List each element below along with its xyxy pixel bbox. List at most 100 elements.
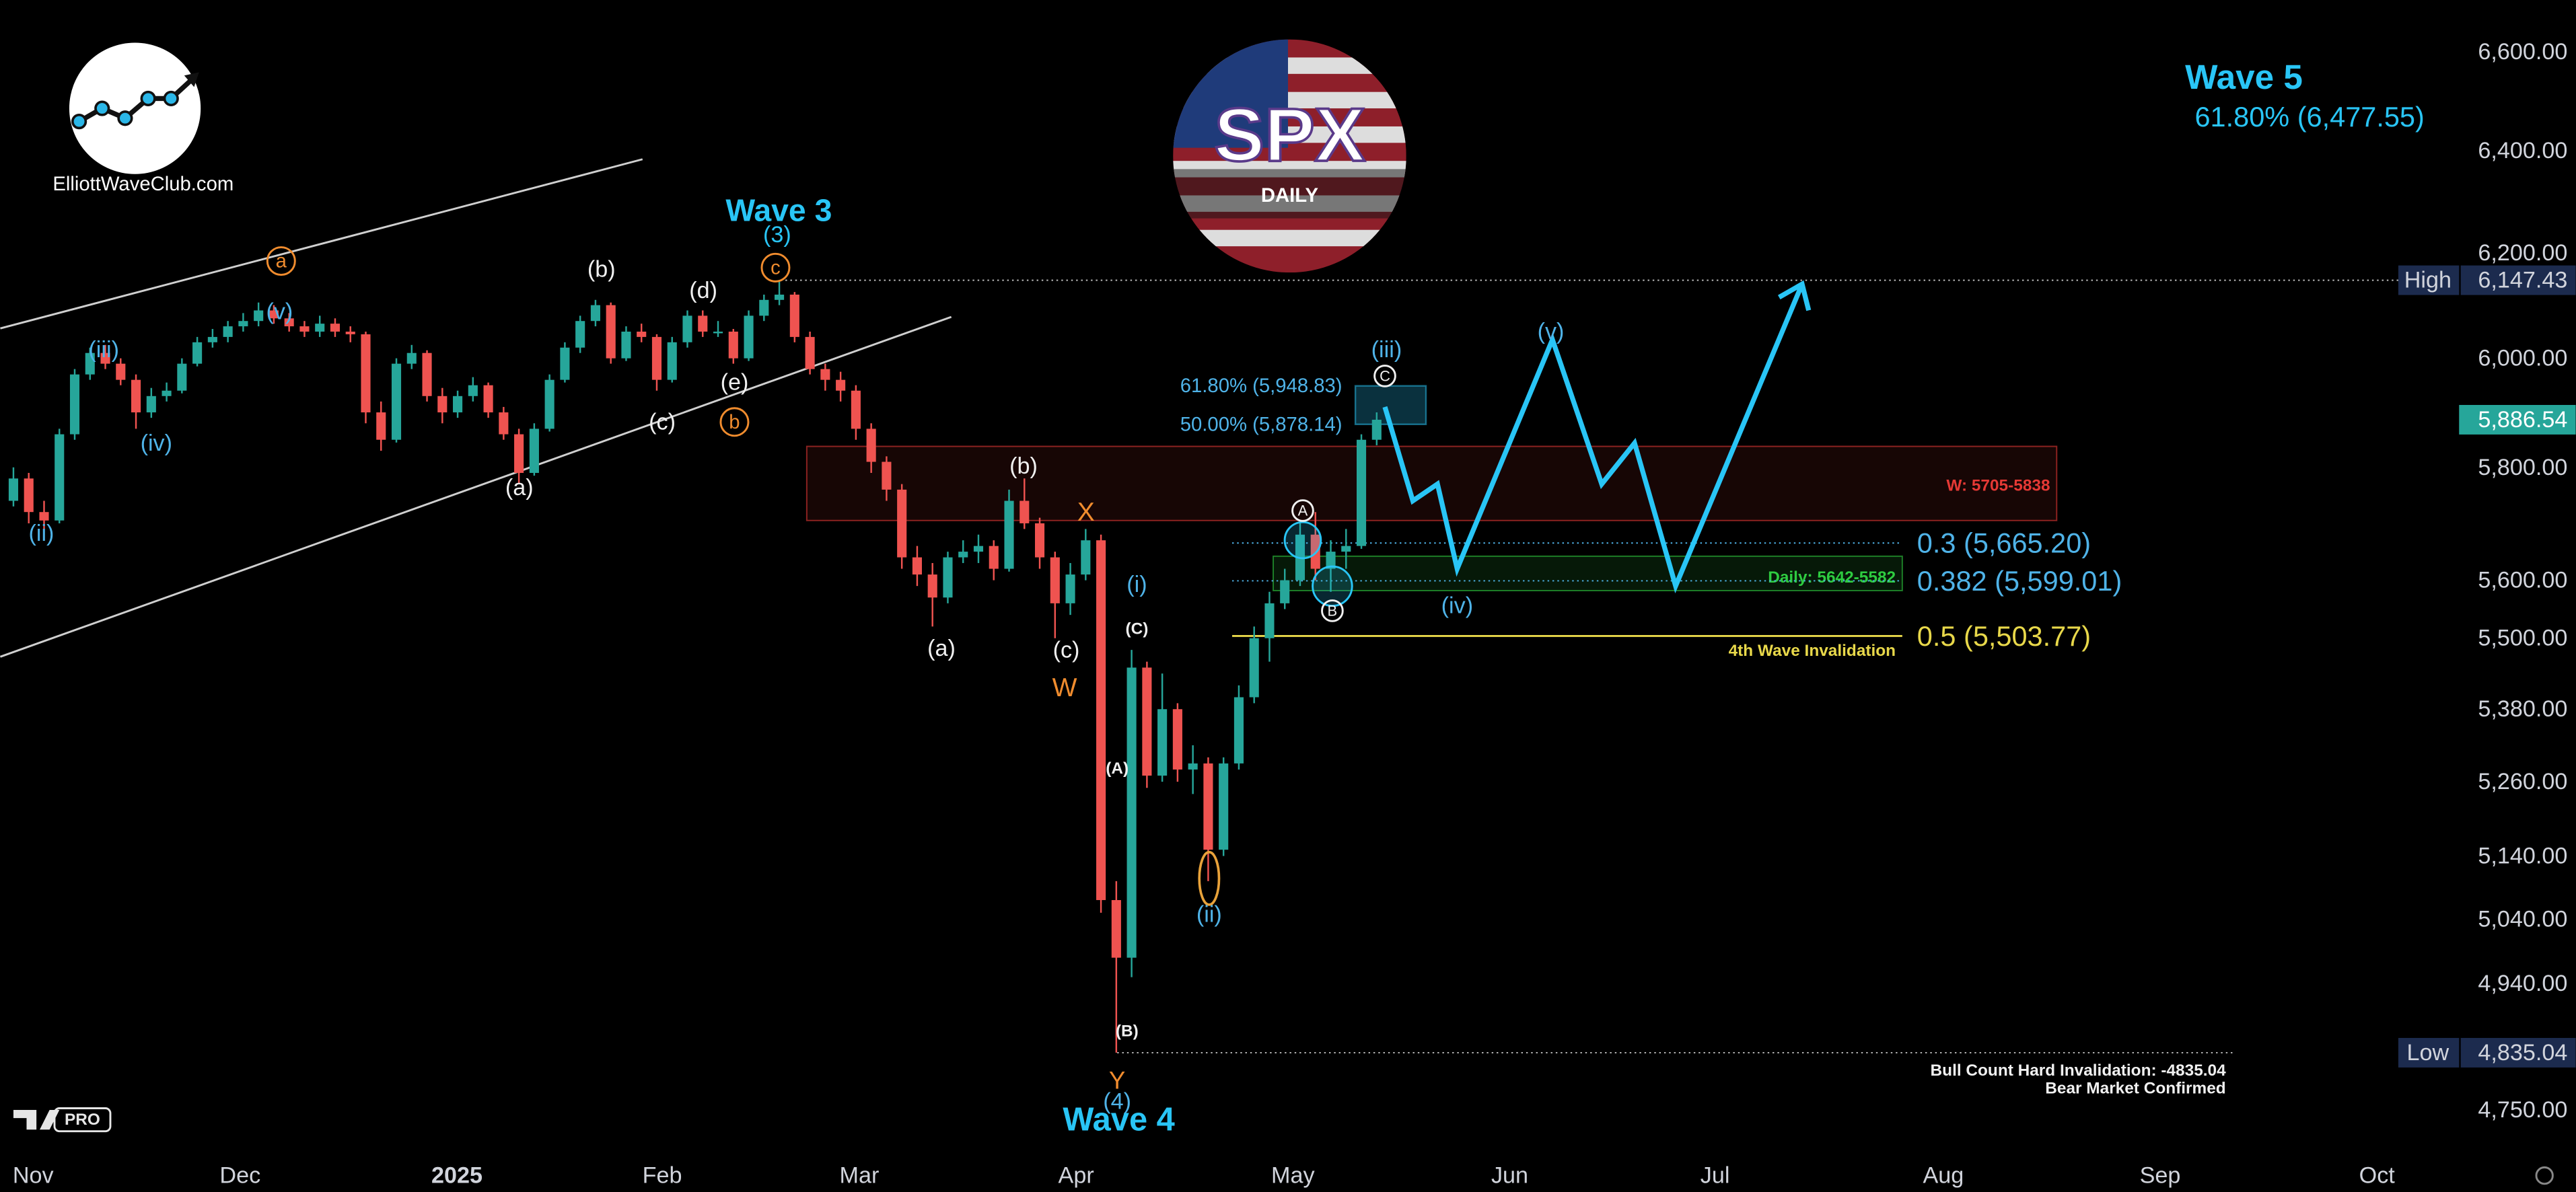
candle-body [376, 412, 386, 440]
wave-label: (iv) [1441, 593, 1473, 619]
candle-body [1203, 763, 1213, 850]
candle-body [1356, 439, 1367, 546]
wave-label: (c) [1053, 638, 1080, 663]
wave-label: 61.80% (6,477.55) [2194, 101, 2424, 133]
wave-label: Wave 5 [2185, 58, 2303, 96]
candle-body [1034, 523, 1045, 558]
y-tick-label: 6,400.00 [2478, 138, 2567, 163]
wave-label: (ii) [1196, 902, 1222, 928]
channel-line [0, 158, 643, 330]
candle-body [284, 318, 294, 327]
wave-label: (B) [1116, 1022, 1139, 1040]
candle-body [682, 315, 692, 342]
candle-body [453, 396, 463, 413]
candle-body [560, 347, 570, 380]
low-value-badge [2460, 1037, 2576, 1068]
candle-body [866, 429, 876, 462]
candle-body [759, 299, 769, 316]
highlight-circle [1283, 521, 1322, 560]
candle-body [927, 574, 937, 598]
candle-body [1081, 540, 1091, 575]
zone [1273, 555, 1903, 591]
wave-label: (4) [1103, 1089, 1131, 1115]
wave-label: (i) [1126, 572, 1147, 597]
wave-label: Bear Market Confirmed [2045, 1080, 2225, 1098]
candle-body [1157, 709, 1168, 776]
candle-body [24, 478, 34, 513]
wave-label: (A) [1106, 759, 1129, 778]
low-badge [2398, 1037, 2460, 1068]
y-tick-label: 5,260.00 [2478, 769, 2567, 794]
x-tick-label: Feb [643, 1163, 682, 1189]
wave-label: B [1328, 602, 1338, 619]
candle-body [100, 352, 110, 364]
candle-body [1188, 763, 1198, 770]
candle-body [775, 294, 785, 300]
candle-body [529, 429, 539, 474]
x-tick-label: May [1271, 1163, 1315, 1189]
candle-body [728, 331, 738, 359]
wave-label: (a) [927, 636, 956, 661]
candle-body [989, 546, 999, 569]
candle-body [238, 321, 248, 327]
candle-body [162, 390, 172, 396]
candle-body [1004, 500, 1014, 569]
candle-body [606, 305, 616, 359]
candle-body [713, 331, 723, 334]
y-tick-label: 4,940.00 [2478, 971, 2567, 996]
wave-label: (c) [649, 409, 676, 435]
candle-body [345, 331, 355, 334]
high-badge [2398, 265, 2460, 295]
annotation-circle [760, 252, 791, 283]
x-tick-label: Nov [13, 1163, 54, 1189]
wave-label: (b) [587, 256, 616, 282]
projection-path [1382, 283, 1805, 594]
candle-body [131, 379, 141, 413]
x-tick-label: Aug [1923, 1163, 1964, 1189]
annotation-circle [1321, 599, 1344, 622]
candle-body [836, 379, 846, 391]
candle-body [483, 385, 493, 413]
retrace-label: 50.00% (5,878.14) [1180, 413, 1343, 435]
candle-body [943, 557, 953, 598]
candle-body [514, 434, 524, 474]
wave-label: (v) [1538, 319, 1565, 344]
candle-body [1050, 557, 1060, 603]
brand-logo [69, 42, 201, 174]
low-badge-label: Low [2407, 1040, 2449, 1066]
y-tick-label: 6,200.00 [2478, 240, 2567, 266]
fib-label: 0.3 (5,665.20) [1917, 527, 2091, 559]
candle-body [789, 294, 799, 337]
annotation-circle [1373, 365, 1396, 387]
candle-body [315, 324, 325, 332]
candle-body [1172, 709, 1182, 770]
candle-body [1019, 500, 1030, 523]
channel-line [0, 315, 952, 658]
projection-arrow [1777, 280, 1812, 311]
candle-body [851, 390, 861, 429]
wave-label: c [771, 256, 781, 278]
candle-body [269, 310, 279, 319]
candle-body [39, 512, 49, 521]
y-tick-label: 5,600.00 [2478, 568, 2567, 593]
candle-body [1249, 638, 1259, 698]
annotation-circle [1291, 499, 1314, 522]
x-tick-label: Jun [1491, 1163, 1528, 1189]
candle-body [744, 315, 754, 359]
candle-body [637, 331, 647, 337]
wave-label: (iii) [1371, 337, 1402, 363]
wave-label: Bull Count Hard Invalidation: -4835.04 [1931, 1061, 2227, 1080]
candle-body [698, 315, 708, 332]
candle-body [1096, 540, 1106, 901]
settings-icon[interactable] [2535, 1166, 2554, 1185]
wave-label: C [1380, 367, 1390, 384]
candle-body [69, 374, 80, 435]
zone [806, 445, 2058, 521]
x-tick-label: Jul [1701, 1163, 1730, 1189]
candle-body [177, 363, 187, 391]
x-tick-label: Mar [840, 1163, 880, 1189]
wave-label: (e) [721, 370, 749, 396]
candle-body [499, 412, 509, 435]
candle-body [912, 557, 922, 575]
